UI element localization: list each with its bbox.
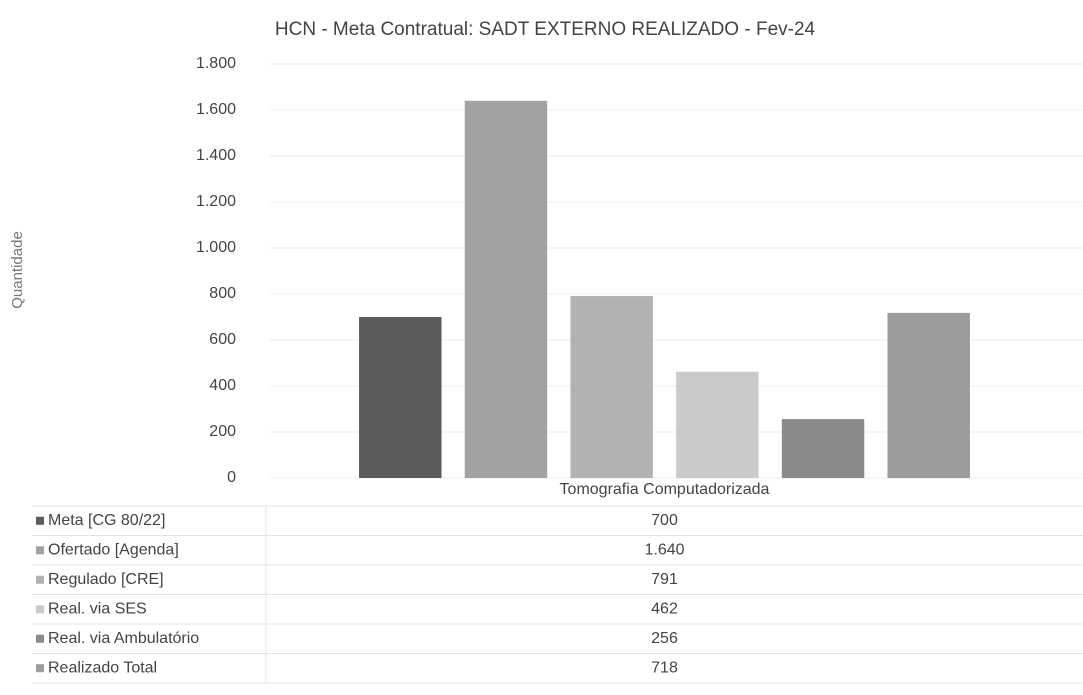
legend-label: Meta [CG 80/22] — [48, 512, 165, 529]
legend-swatch — [36, 575, 44, 584]
y-axis-label: Quantidade — [9, 231, 26, 309]
bar — [464, 100, 548, 479]
table-value: 718 — [651, 659, 678, 676]
y-tick-label: 0 — [227, 469, 236, 486]
y-tick-label: 400 — [209, 377, 236, 394]
table-value: 700 — [651, 512, 678, 529]
table-value: 791 — [651, 571, 678, 588]
y-tick-label: 1.800 — [196, 55, 236, 72]
legend-label: Real. via SES — [48, 600, 147, 617]
legend-swatch — [36, 634, 44, 643]
legend-swatch — [36, 664, 44, 673]
y-tick-label: 200 — [209, 423, 236, 440]
y-tick-label: 1.600 — [196, 101, 236, 118]
table-value: 1.640 — [644, 541, 684, 558]
y-tick-label: 1.200 — [196, 193, 236, 210]
bar — [676, 371, 759, 478]
legend-label: Regulado [CRE] — [48, 571, 164, 588]
bar — [570, 296, 653, 478]
y-tick-label: 1.000 — [196, 239, 236, 256]
y-tick-label: 1.400 — [196, 147, 236, 164]
legend-swatch — [36, 605, 44, 614]
bar — [887, 312, 970, 478]
y-tick-label: 600 — [209, 331, 236, 348]
x-tick-label: Tomografia Computadorizada — [560, 481, 770, 498]
legend-swatch — [36, 546, 44, 555]
legend-label: Realizado Total — [48, 659, 157, 676]
legend-label: Ofertado [Agenda] — [48, 541, 179, 558]
bar — [359, 317, 442, 478]
table-value: 462 — [651, 600, 678, 617]
bar — [781, 419, 865, 478]
table-value: 256 — [651, 630, 678, 647]
chart-title: HCN - Meta Contratual: SADT EXTERNO REAL… — [275, 19, 816, 40]
legend-swatch — [36, 516, 44, 525]
y-tick-label: 800 — [209, 285, 236, 302]
legend-label: Real. via Ambulatório — [48, 630, 199, 647]
